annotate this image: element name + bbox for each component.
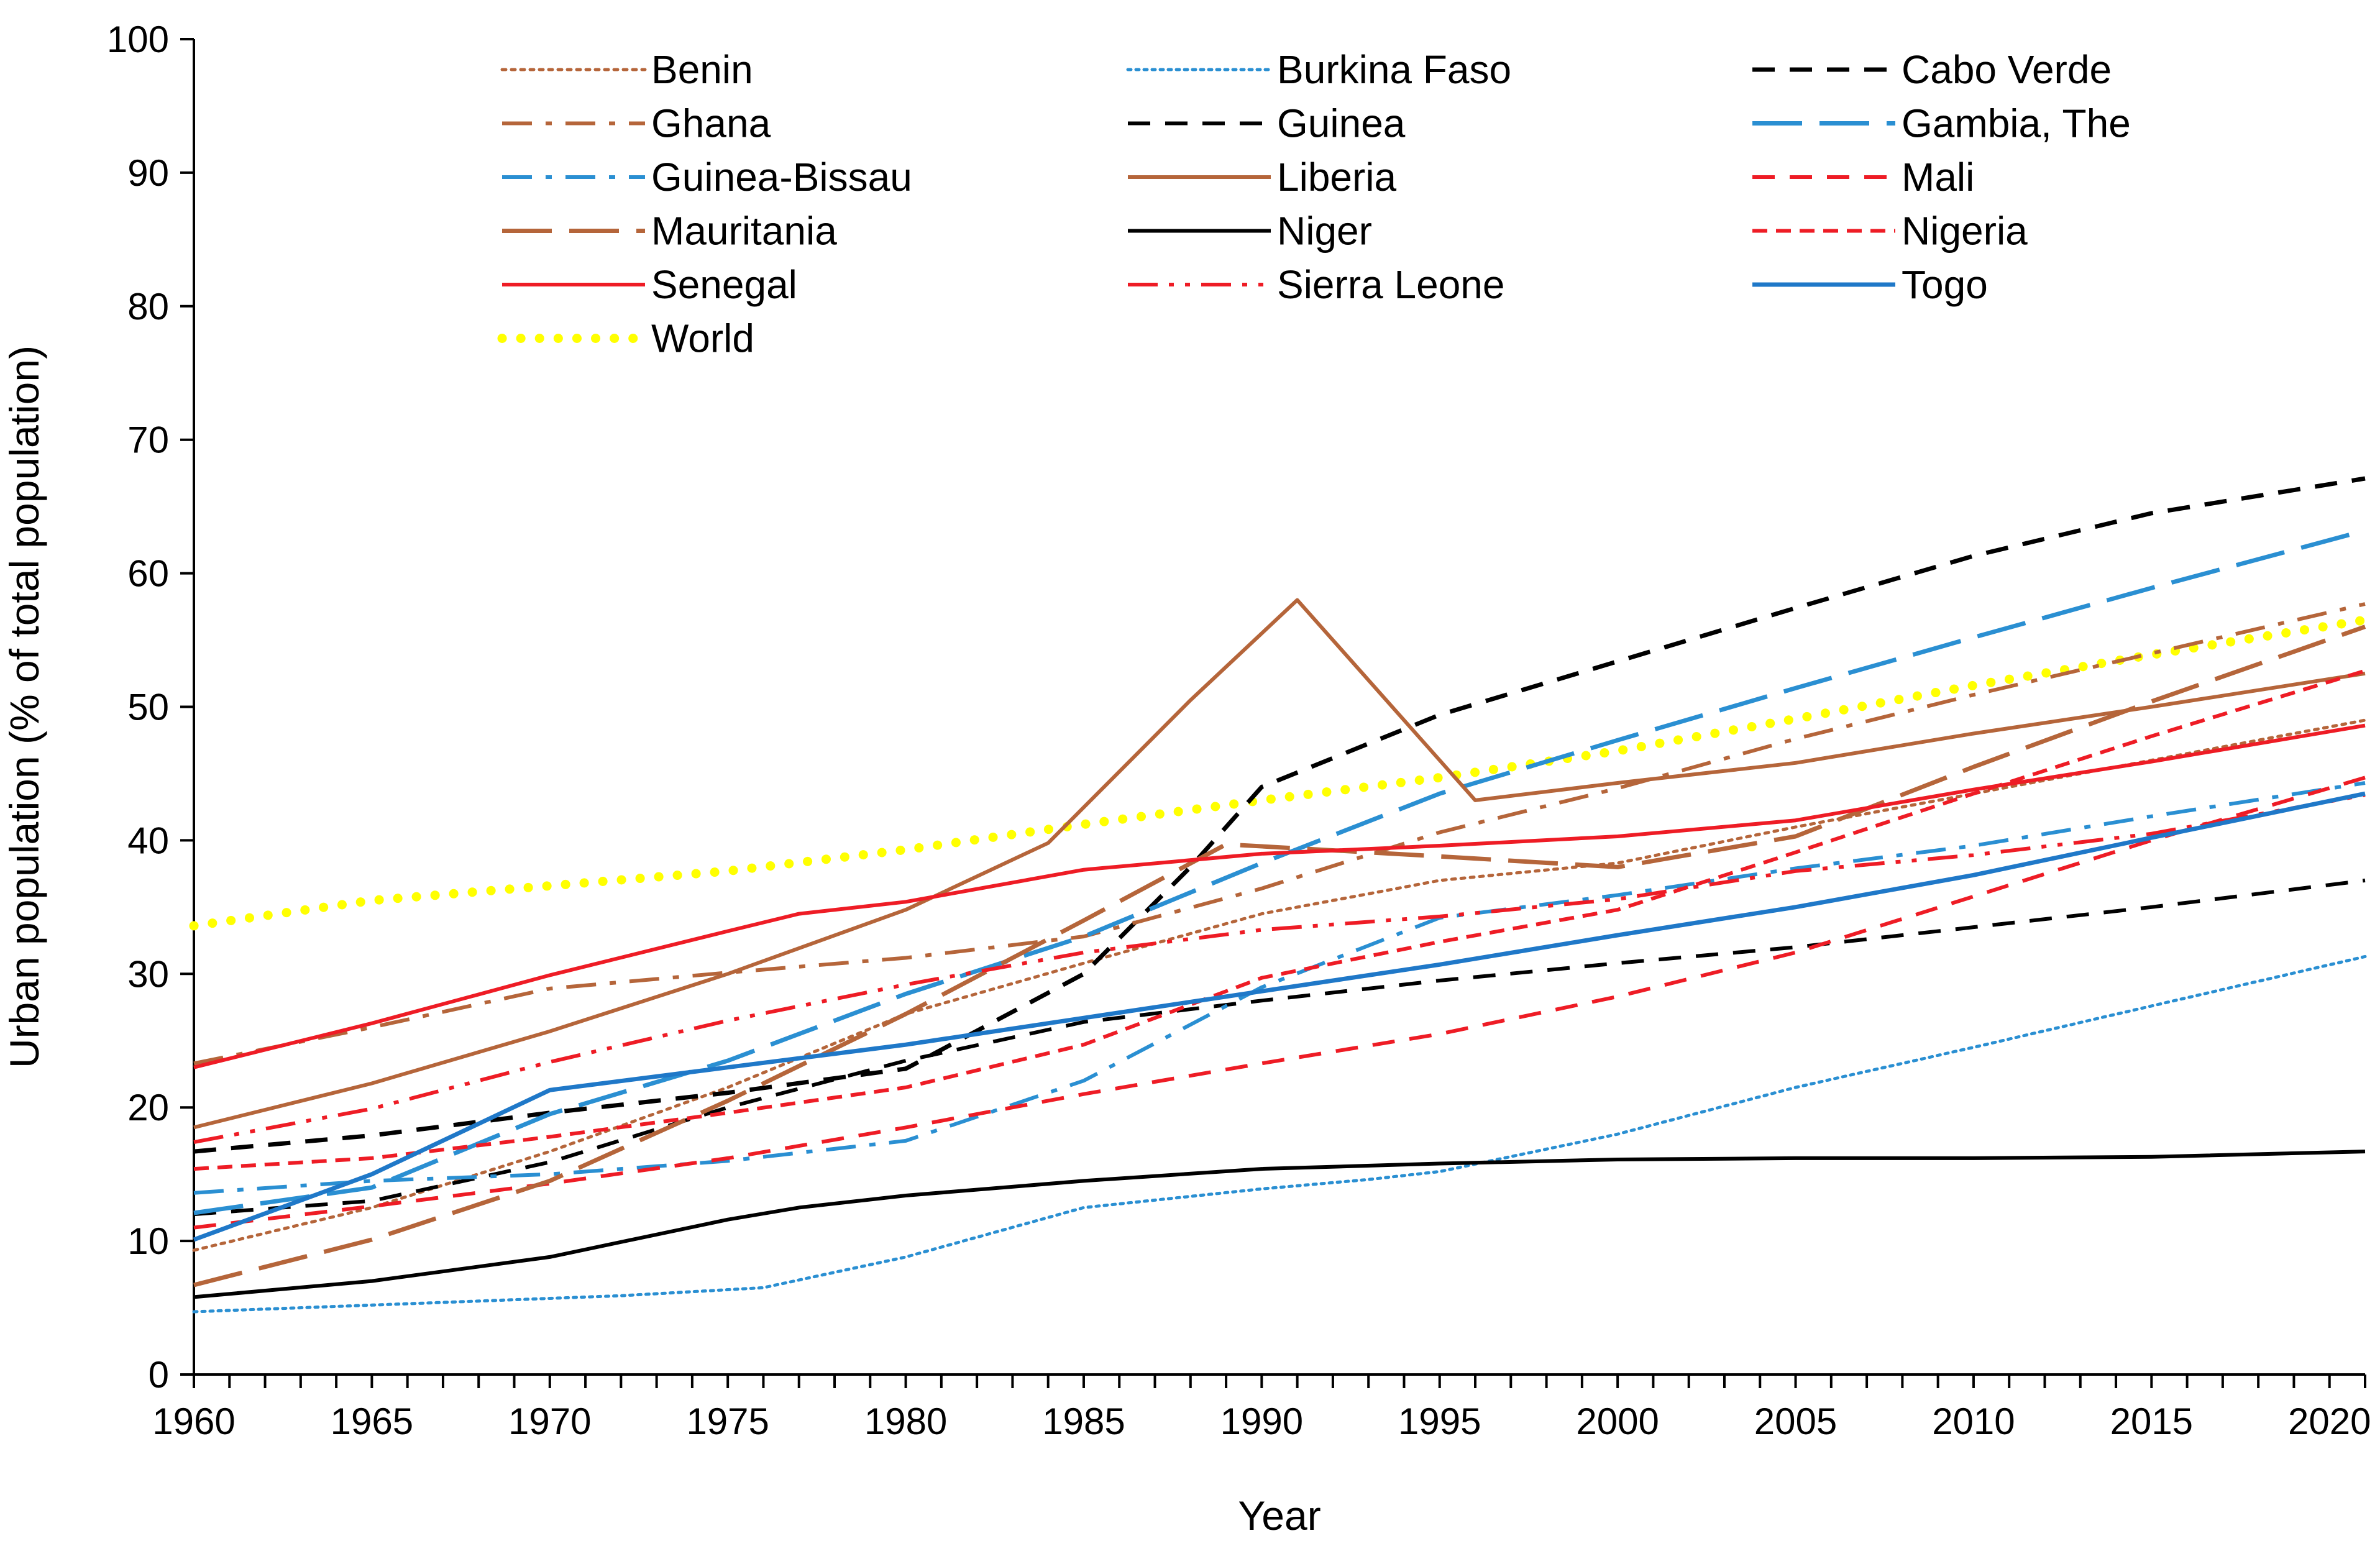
- series-layer: [189, 476, 2370, 1314]
- legend-label: Mauritania: [651, 209, 837, 254]
- legend-label: Togo: [1902, 262, 1988, 307]
- legend: Benin Burkina Faso Cabo Verde Ghana Guinea Ga…: [497, 47, 2131, 361]
- series-line-burkina-faso: [192, 954, 2367, 1314]
- y-tick-label: 40: [127, 820, 169, 861]
- legend-label: Guinea-Bissau: [651, 155, 912, 199]
- x-tick-label: 2020: [2288, 1401, 2371, 1442]
- legend-label: Gambia, The: [1902, 101, 2131, 146]
- series-line-world: [189, 615, 2370, 931]
- legend-label: Nigeria: [1902, 209, 2028, 254]
- series-line-liberia: [193, 598, 2366, 1130]
- series-line-mauritania: [193, 624, 2366, 1288]
- axes: 0 10 20 30 40 50 60 70 80 90 100 1960 1965 1970 1975 19…: [107, 19, 2371, 1442]
- x-tick-label: 1970: [508, 1401, 591, 1442]
- y-tick-label: 20: [127, 1087, 169, 1128]
- x-tick-label: 1980: [864, 1401, 947, 1442]
- legend-label: Sierra Leone: [1277, 262, 1504, 307]
- y-tick-label: 100: [107, 19, 169, 60]
- series-line-guinea: [193, 878, 2366, 1217]
- series-line-togo: [193, 791, 2366, 1242]
- series-line-nigeria: [193, 669, 2366, 1171]
- series-line-sierra-leone: [193, 793, 2366, 1145]
- legend-label: Liberia: [1277, 155, 1397, 199]
- x-axis-title: Year: [1238, 1493, 1320, 1539]
- legend-label: Guinea: [1277, 101, 1406, 146]
- legend-label: Cabo Verde: [1902, 47, 2112, 92]
- legend-label: Senegal: [651, 262, 797, 307]
- series-line-niger: [193, 1150, 2366, 1299]
- x-tick-label: 1985: [1042, 1401, 1125, 1442]
- y-tick-label: 80: [127, 286, 169, 327]
- y-tick-label: 0: [149, 1354, 169, 1396]
- y-tick-label: 30: [127, 953, 169, 995]
- y-tick-label: 70: [127, 419, 169, 461]
- series-line-benin: [192, 718, 2367, 1252]
- x-tick-label: 1975: [686, 1401, 769, 1442]
- legend-label: Ghana: [651, 101, 771, 146]
- series-line-senegal: [193, 723, 2366, 1069]
- legend-label: World: [651, 316, 754, 361]
- series-line-ghana: [193, 602, 2366, 1066]
- x-tick-label: 1990: [1220, 1401, 1303, 1442]
- y-tick-label: 50: [127, 687, 169, 728]
- x-tick-label: 2005: [1754, 1401, 1837, 1442]
- x-tick-label: 1995: [1398, 1401, 1481, 1442]
- series-line-guinea-bissau: [193, 781, 2366, 1195]
- y-tick-label: 10: [127, 1220, 169, 1262]
- y-tick-label: 90: [127, 152, 169, 194]
- series-line-gambia-the: [193, 528, 2366, 1215]
- x-tick-label: 2010: [1932, 1401, 2015, 1442]
- legend-label: Benin: [651, 47, 753, 92]
- series-line-cabo-verde: [193, 476, 2366, 1154]
- legend-label: Burkina Faso: [1277, 47, 1511, 92]
- x-tick-label: 1960: [152, 1401, 235, 1442]
- y-axis-title: Urban population (% of total population): [1, 345, 47, 1068]
- x-tick-label: 2000: [1576, 1401, 1659, 1442]
- legend-label: Mali: [1902, 155, 1974, 199]
- legend-label: Niger: [1277, 209, 1372, 254]
- x-tick-label: 2015: [2110, 1401, 2193, 1442]
- y-tick-label: 60: [127, 553, 169, 595]
- x-tick-label: 1965: [331, 1401, 413, 1442]
